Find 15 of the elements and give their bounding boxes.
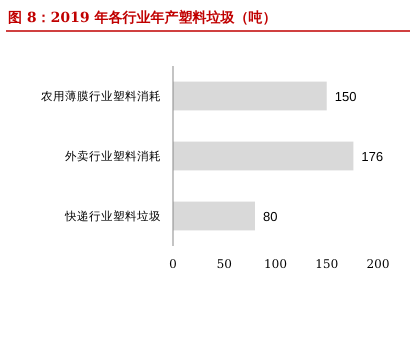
- bar: [173, 202, 255, 230]
- data-label: 176: [361, 149, 384, 164]
- x-tick-label: 100: [264, 257, 287, 271]
- x-tick-label: 200: [366, 257, 390, 271]
- x-tick-label: 0: [169, 257, 177, 271]
- bar: [173, 82, 327, 110]
- x-tick-label: 50: [216, 257, 232, 271]
- y-tick-label: 外卖行业塑料消耗: [65, 149, 161, 163]
- y-tick-label: 农用薄膜行业塑料消耗: [41, 89, 161, 103]
- x-tick-label: 150: [315, 257, 338, 271]
- y-tick-label: 快递行业塑料垃圾: [64, 209, 161, 223]
- data-label: 150: [334, 89, 356, 104]
- data-label: 80: [263, 209, 278, 224]
- chart-title: 图 8：2019 年各行业年产塑料垃圾（吨）: [8, 9, 276, 26]
- bar: [173, 142, 354, 170]
